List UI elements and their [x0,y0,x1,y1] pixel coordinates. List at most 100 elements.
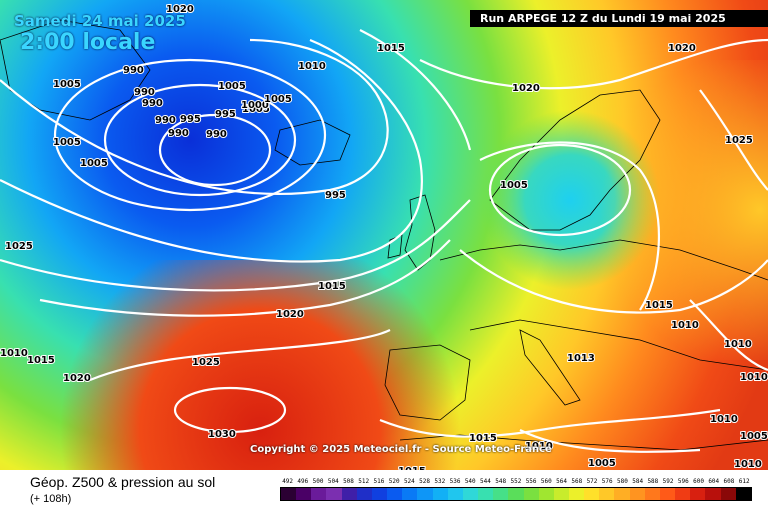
model-run-info: Run ARPEGE 12 Z du Lundi 19 mai 2025 [470,10,768,27]
z500-color-legend: 492 496 500 504 508 512 516 520 524 528 532 536 540 5… [280,478,752,510]
legend-level-label: 528 [419,478,430,485]
isobar-1025-atl [89,329,391,382]
legend-swatch [629,488,645,500]
legend-level-label: 564 [556,478,567,485]
isobar-1005 [0,38,389,195]
isobar-1015-south [379,408,721,438]
isobar-label: 1015 [27,355,55,366]
legend-swatch [311,488,327,500]
isobar-label: 1015 [469,433,497,444]
legend-level-label: 536 [449,478,461,485]
map-footer: Géop. Z500 & pression au sol (+ 108h) 49… [0,470,768,512]
legend-swatch [508,488,524,500]
isobar-1010-east [689,299,768,372]
isobar-1010-scand [479,141,661,311]
legend-swatch [705,488,721,500]
isobar-label: 1015 [398,466,426,470]
legend-level-label: 600 [693,478,704,485]
isobar-label: 1015 [645,300,673,311]
legend-swatch [478,488,494,500]
isobar-label: 990 [134,87,155,98]
isobar-label: 1005 [740,431,768,442]
legend-swatch [326,488,342,500]
legend-level-label: 492 [282,478,294,485]
legend-swatch [720,488,736,500]
legend-level-label: 552 [510,478,522,485]
legend-level-label: 500 [312,478,324,485]
legend-level-label: 496 [297,478,309,485]
iceland-coast [274,119,351,166]
isobar-label: 990 [155,115,176,126]
legend-level-label: 576 [601,478,613,485]
isobar-label: 1010 [298,61,326,72]
legend-swatch [690,488,706,500]
isobar-1010 [0,38,423,263]
legend-swatch [538,488,554,500]
isobar-label: 1030 [208,429,236,440]
isobar-1020-atl [39,239,451,317]
legend-swatch [417,488,433,500]
isobar-990-core [158,113,272,187]
isobar-label: 1005 [264,94,292,105]
valid-date: Samedi 24 mai 2025 [14,12,186,30]
isobar-label: 1005 [53,137,81,148]
isobar-label: 1010 [710,414,738,425]
isobar-1020-north [419,38,768,90]
isobar-label: 990 [142,98,163,109]
legend-swatch [735,488,751,500]
isobar-1015-europe [459,249,768,314]
isobar-1030 [173,386,287,434]
legend-level-label: 508 [343,478,354,485]
legend-level-label: 604 [708,478,720,485]
iberia-coast [384,344,471,421]
isobar-label: 1020 [276,309,304,320]
legend-level-label: 544 [480,478,491,485]
isobar-label: 1020 [668,43,696,54]
legend-swatch [675,488,691,500]
legend-swatch [281,488,297,500]
isobar-1025-east [699,89,768,191]
legend-level-label: 612 [738,478,750,485]
isobar-label: 1025 [725,135,753,146]
isobar-label: 990 [168,128,189,139]
isobar-label: 1010 [724,339,752,350]
legend-swatch [387,488,403,500]
legend-level-label: 548 [495,478,507,485]
isobar-1015-west [0,199,471,292]
legend-level-label: 556 [525,478,537,485]
isobar-label: 1025 [192,357,220,368]
valid-time: 2:00 locale [20,30,156,55]
legend-swatch [371,488,388,500]
isobar-label: 1015 [318,281,346,292]
legend-swatch [341,488,357,500]
isobar-label: 1025 [5,241,33,252]
legend-swatch [568,488,585,500]
isobar-label: 1010 [740,372,768,383]
isobar-label: 995 [215,109,236,120]
europe-mainland [439,239,768,371]
forecast-lead-time: (+ 108h) [30,493,72,505]
isobar-label: 995 [180,114,201,125]
italy-coast [519,329,581,406]
legend-level-label: 512 [358,478,370,485]
east-ridge [600,60,768,360]
legend-swatch [523,488,539,500]
legend-swatch [493,488,509,500]
isobar-1000 [53,58,327,212]
legend-swatch [614,488,630,500]
legend-swatch [659,488,676,500]
isobar-label: 1020 [512,83,540,94]
isobar-lines [0,29,768,453]
legend-level-label: 592 [662,478,674,485]
legend-swatch [584,488,600,500]
isobar-label: 1020 [166,4,194,15]
isobar-label: 1005 [80,158,108,169]
isobar-label: 1015 [377,43,405,54]
isobar-label: 1013 [567,353,595,364]
legend-swatch [599,488,615,500]
legend-level-label: 560 [540,478,552,485]
legend-swatch [447,488,463,500]
isobar-label: 1005 [588,458,616,469]
legend-swatch [432,488,448,500]
